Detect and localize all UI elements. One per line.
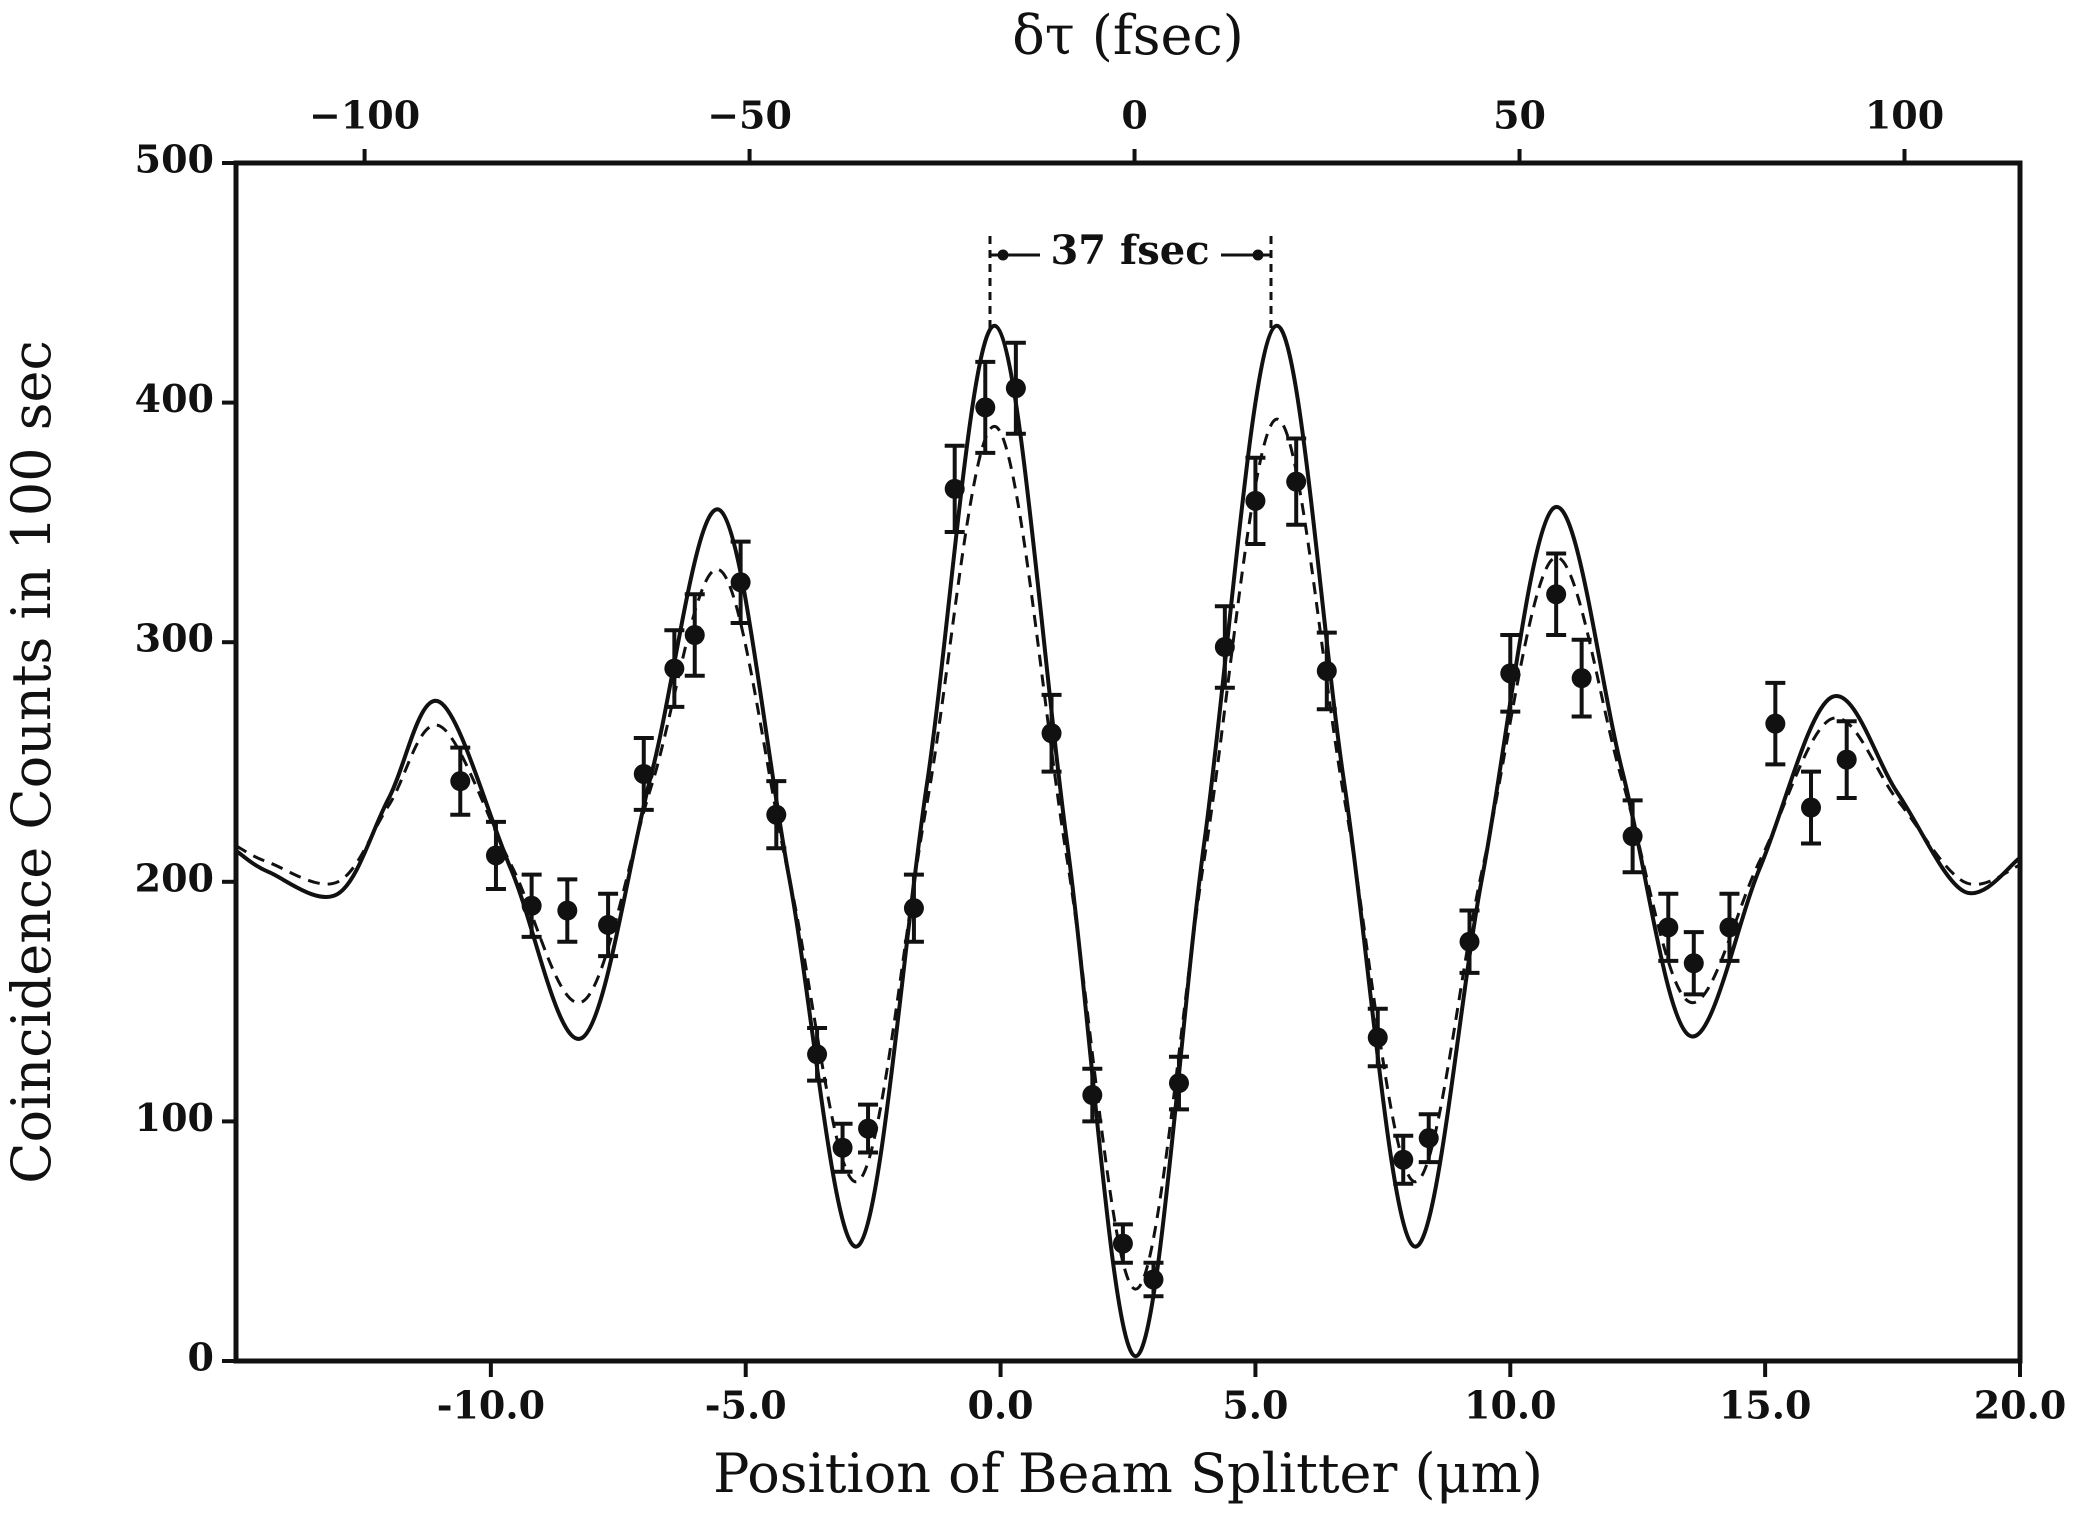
data-point bbox=[1801, 797, 1822, 818]
data-point bbox=[1765, 713, 1786, 734]
data-point bbox=[858, 1118, 879, 1139]
data-point bbox=[1571, 668, 1592, 689]
data-point bbox=[557, 900, 578, 921]
x2-tick-label: 0 bbox=[1121, 93, 1147, 138]
x-tick-label: 5.0 bbox=[1222, 1383, 1288, 1428]
solid-curve bbox=[234, 323, 2022, 1359]
data-point bbox=[1500, 663, 1521, 684]
data-point bbox=[1459, 931, 1480, 952]
x2-tick-label: −100 bbox=[309, 93, 420, 138]
data-point bbox=[1214, 636, 1235, 657]
x-tick-label: -5.0 bbox=[705, 1383, 787, 1428]
data-point bbox=[1683, 953, 1704, 974]
x-tick-label: 15.0 bbox=[1719, 1383, 1812, 1428]
y-axis-title: Coincidence Counts in 100 sec bbox=[0, 340, 63, 1183]
y-tick-label: 500 bbox=[135, 137, 214, 182]
x-tick-label: 20.0 bbox=[1974, 1383, 2067, 1428]
plot-frame bbox=[233, 160, 2023, 1364]
data-point bbox=[450, 771, 471, 792]
data-point bbox=[1393, 1149, 1414, 1170]
data-point bbox=[485, 845, 506, 866]
data-point bbox=[1658, 917, 1679, 938]
x-tick-label: -10.0 bbox=[437, 1383, 545, 1428]
bracket-end bbox=[997, 249, 1009, 261]
data-point bbox=[1005, 378, 1026, 399]
data-point bbox=[1836, 749, 1857, 770]
data-point bbox=[684, 625, 705, 646]
data-point bbox=[1622, 826, 1643, 847]
data-point bbox=[1168, 1073, 1189, 1094]
data-point bbox=[633, 763, 654, 784]
data-point bbox=[521, 895, 542, 916]
y-tick-label: 0 bbox=[188, 1335, 214, 1380]
top-axis-title: δτ (fsec) bbox=[1012, 4, 1244, 67]
x2-tick-label: 100 bbox=[1865, 93, 1944, 138]
data-point bbox=[598, 914, 619, 935]
bracket-end bbox=[1252, 249, 1264, 261]
data-point bbox=[944, 478, 965, 499]
data-point bbox=[1546, 584, 1567, 605]
dashed-curve bbox=[235, 417, 2021, 1291]
annotation: 37 fsec bbox=[1050, 227, 1209, 274]
y-tick-label: 100 bbox=[135, 1095, 214, 1140]
data-point bbox=[975, 397, 996, 418]
y-tick-label: 200 bbox=[135, 855, 214, 900]
data-point bbox=[664, 658, 685, 679]
data-point bbox=[1367, 1027, 1388, 1048]
data-point bbox=[1112, 1233, 1133, 1254]
data-point bbox=[1719, 917, 1740, 938]
x2-tick-label: 50 bbox=[1493, 93, 1546, 138]
data-point bbox=[832, 1137, 853, 1158]
data-point bbox=[1316, 660, 1337, 681]
annotation-bracket bbox=[988, 236, 1273, 328]
data-point bbox=[1418, 1128, 1439, 1149]
data-point bbox=[1041, 723, 1062, 744]
data-point bbox=[903, 898, 924, 919]
data-point bbox=[1286, 471, 1307, 492]
x-tick-label: 0.0 bbox=[968, 1383, 1034, 1428]
data-point bbox=[807, 1044, 828, 1065]
x2-tick-label: −50 bbox=[707, 93, 792, 138]
y-tick-label: 300 bbox=[135, 616, 214, 661]
y-tick-label: 400 bbox=[135, 376, 214, 421]
data-point bbox=[766, 804, 787, 825]
data-point bbox=[1082, 1085, 1103, 1106]
x-axis-title: Position of Beam Splitter (μm) bbox=[713, 1442, 1543, 1505]
x-tick-label: 10.0 bbox=[1464, 1383, 1557, 1428]
data-point bbox=[1143, 1269, 1164, 1290]
data-point bbox=[1245, 490, 1266, 511]
data-point bbox=[730, 572, 751, 593]
